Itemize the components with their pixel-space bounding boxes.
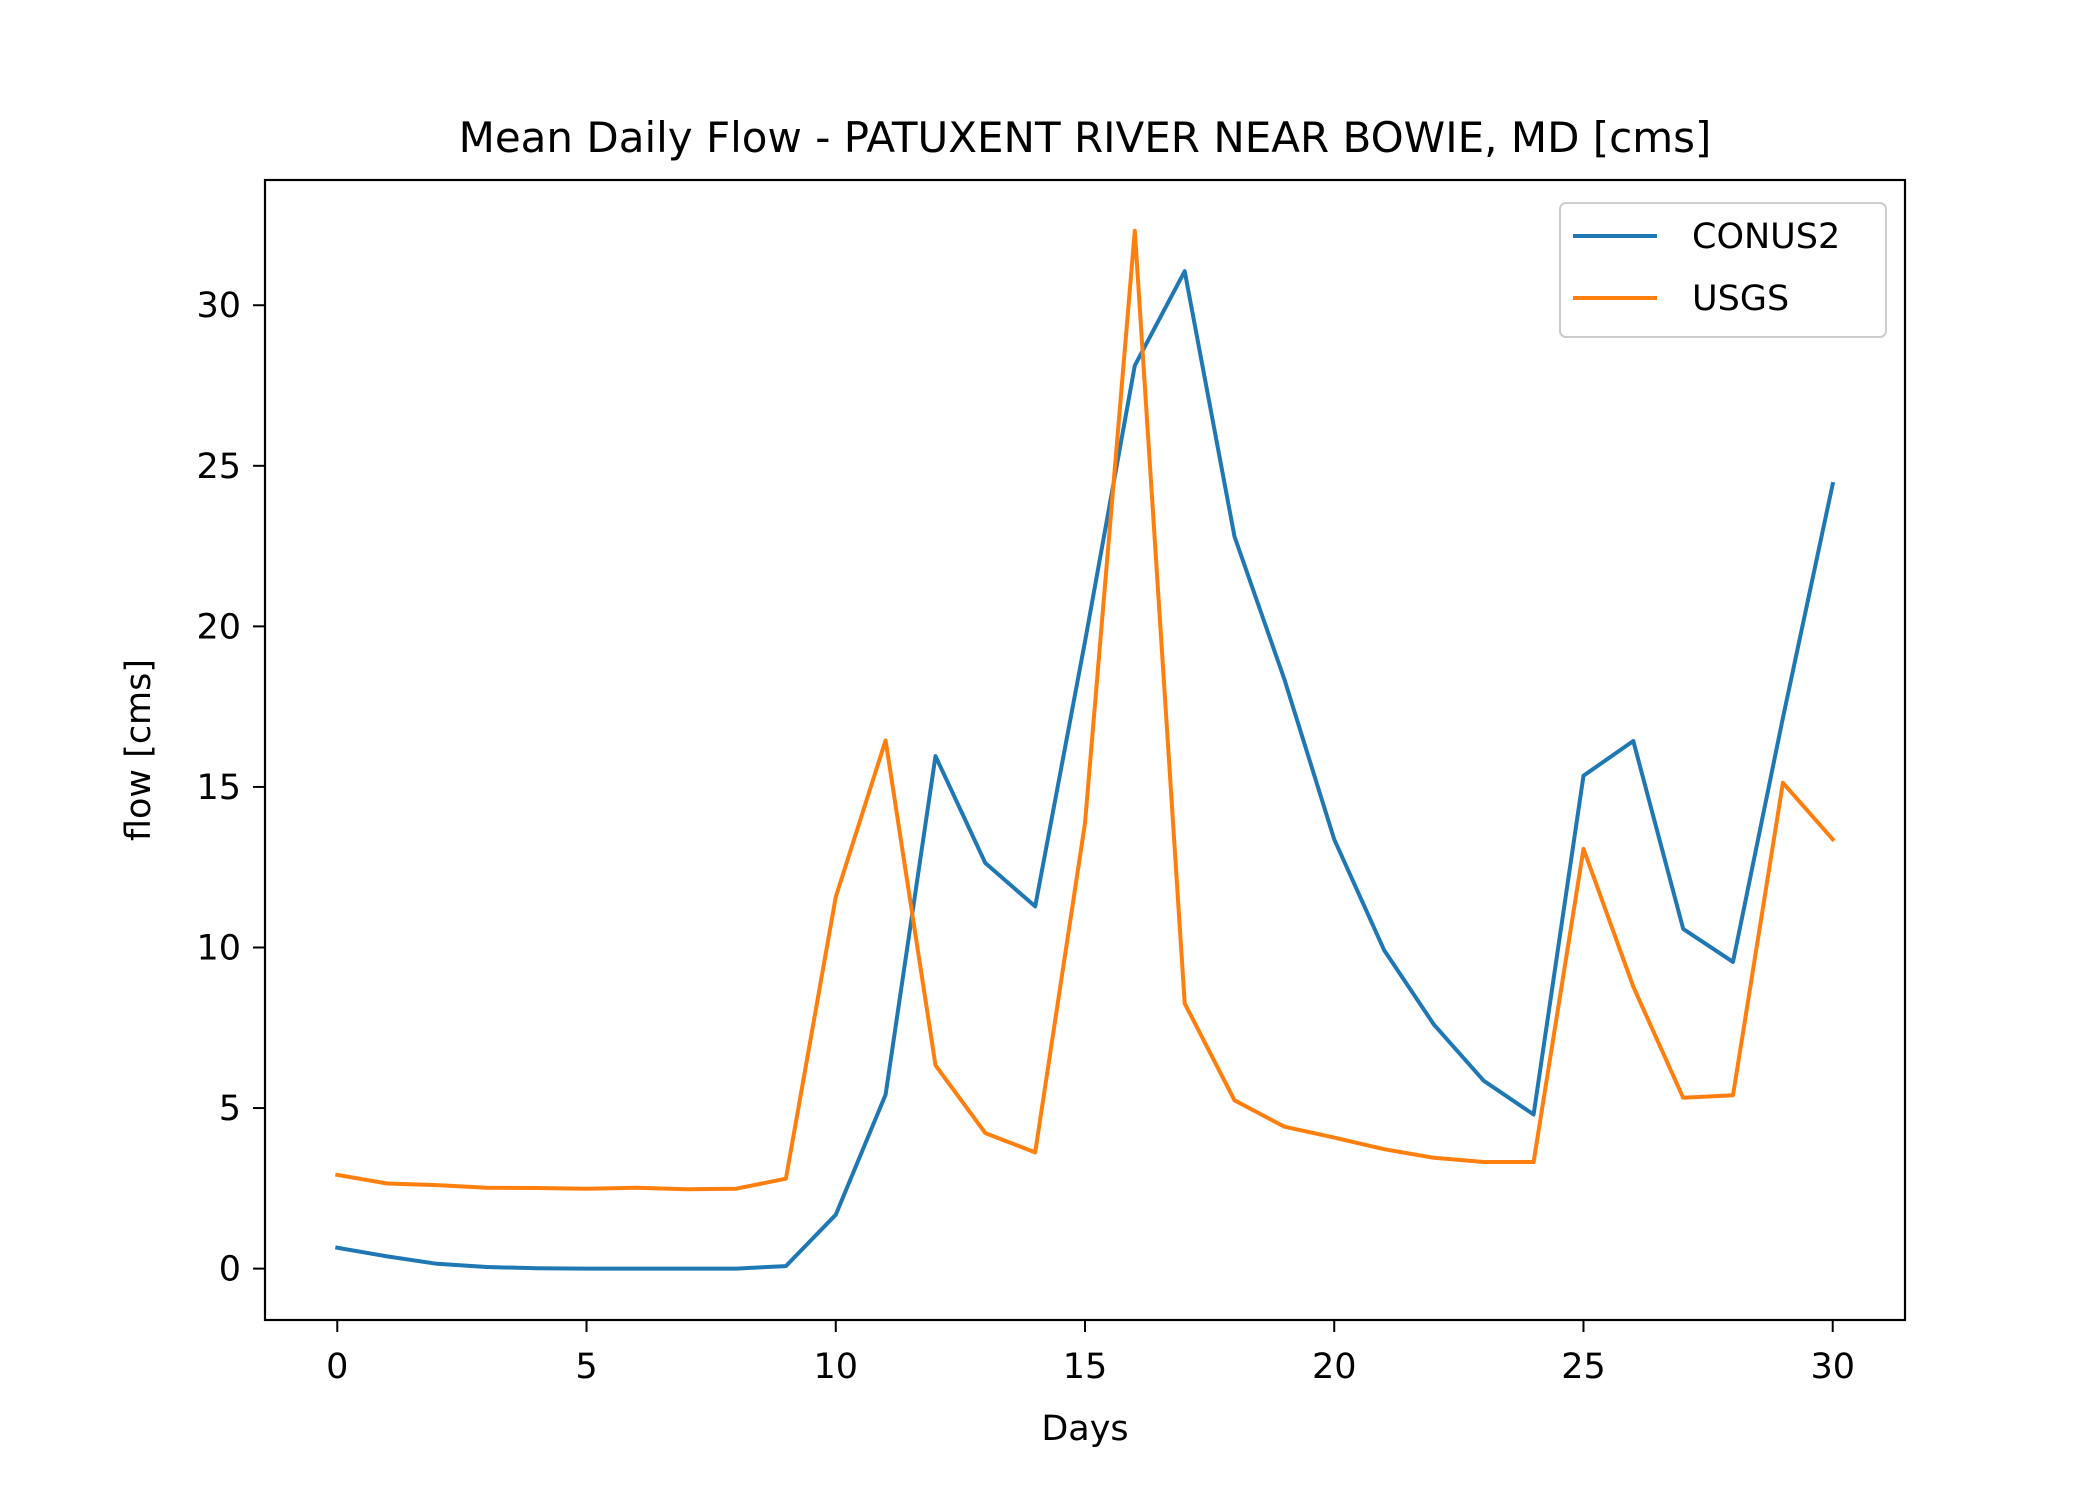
legend-label-usgs: USGS: [1692, 279, 1789, 319]
x-tick-label: 30: [1810, 1347, 1855, 1387]
series-line-usgs: [334, 228, 1836, 1192]
series-line-conus2: [334, 269, 1836, 1271]
y-axis-label: flow [cms]: [119, 659, 159, 841]
x-tick-label: 20: [1312, 1347, 1357, 1387]
x-tick-label: 15: [1063, 1347, 1108, 1387]
y-tick-label: 10: [196, 928, 241, 968]
x-axis: 0 5 10 15 20 25 30: [326, 1320, 1855, 1387]
x-tick-label: 0: [326, 1347, 348, 1387]
chart-title: Mean Daily Flow - PATUXENT RIVER NEAR BO…: [459, 113, 1712, 162]
y-tick-label: 20: [196, 607, 241, 647]
y-tick-label: 0: [219, 1250, 241, 1290]
y-tick-label: 30: [196, 286, 241, 326]
x-tick-label: 25: [1561, 1347, 1606, 1387]
x-axis-label: Days: [1041, 1409, 1128, 1449]
legend-label-conus2: CONUS2: [1692, 217, 1840, 257]
legend: CONUS2 USGS: [1559, 202, 1887, 338]
plot-area: [263, 178, 1907, 1322]
y-tick-label: 15: [196, 768, 241, 808]
y-tick-label: 5: [219, 1089, 241, 1129]
y-tick-label: 25: [196, 447, 241, 487]
x-tick-label: 5: [575, 1347, 597, 1387]
y-axis: 0 5 10 15 20 25 30: [196, 286, 265, 1290]
series-layer: [334, 228, 1836, 1271]
x-tick-label: 10: [813, 1347, 858, 1387]
